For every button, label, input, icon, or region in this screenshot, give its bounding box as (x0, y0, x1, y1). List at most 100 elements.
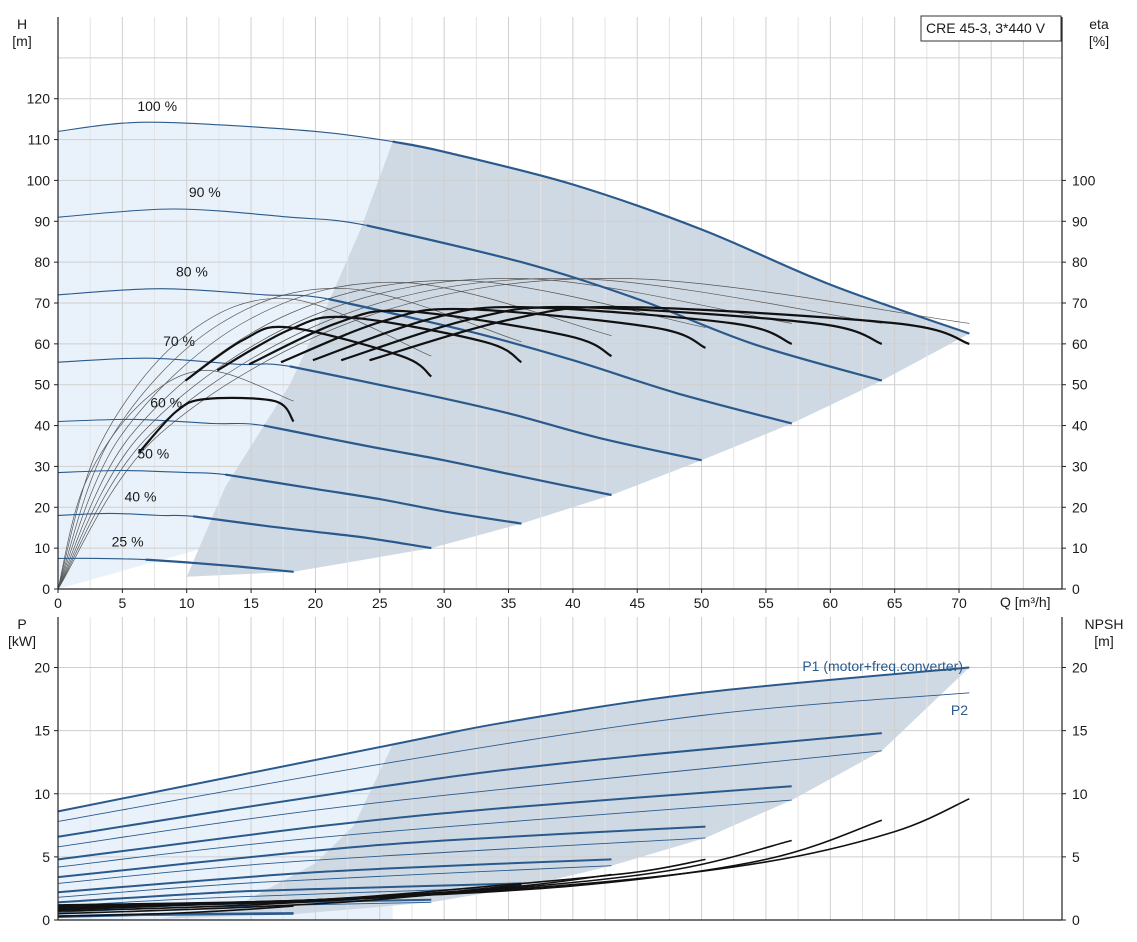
left-tick-label: 15 (34, 723, 50, 739)
eta-thin-curve (57, 278, 970, 590)
p1-series-label: P1 (motor+freq.converter) (802, 658, 963, 674)
right-tick-label: 20 (1072, 660, 1088, 676)
speed-label: 50 % (137, 446, 169, 462)
left-tick-label: 120 (27, 91, 51, 107)
p-axis-unit: [kW] (8, 633, 36, 649)
eta-thin-curve (57, 288, 522, 590)
efficiency-curve (216, 315, 523, 372)
speed-label: 90 % (189, 184, 221, 200)
head-curve (225, 473, 522, 525)
npsh-axis-label: NPSH (1085, 616, 1124, 632)
right-tick-label: 70 (1072, 295, 1088, 311)
x-tick-label: 5 (118, 595, 126, 611)
x-tick-label: 10 (179, 595, 195, 611)
right-tick-label: 0 (1072, 581, 1080, 597)
npsh-curve (57, 883, 522, 912)
head-curve (366, 224, 883, 382)
npsh-axis-unit: [m] (1094, 633, 1113, 649)
right-tick-label: 15 (1072, 723, 1088, 739)
npsh-curve (57, 905, 294, 917)
speed-label: 25 % (112, 533, 144, 549)
right-tick-label: 50 (1072, 377, 1088, 393)
h-axis-unit: [m] (12, 33, 31, 49)
npsh-curve (57, 819, 883, 907)
x-tick-label: 35 (501, 595, 517, 611)
right-tick-label: 30 (1072, 458, 1088, 474)
speed-label: 60 % (150, 394, 182, 410)
left-tick-label: 30 (34, 458, 50, 474)
x-tick-label: 55 (758, 595, 774, 611)
eta-thin-curve (57, 278, 792, 590)
x-tick-label: 25 (372, 595, 388, 611)
left-tick-label: 0 (42, 912, 50, 928)
right-tick-label: 20 (1072, 499, 1088, 515)
right-tick-label: 100 (1072, 172, 1096, 188)
left-tick-label: 0 (42, 581, 50, 597)
right-tick-label: 10 (1072, 786, 1088, 802)
h-axis-label: H (17, 16, 27, 32)
left-tick-label: 20 (34, 499, 50, 515)
left-tick-label: 40 (34, 418, 50, 434)
speed-label: 80 % (176, 264, 208, 280)
eta-thin-curve (57, 280, 706, 590)
left-tick-label: 10 (34, 540, 50, 556)
npsh-curve (57, 894, 432, 915)
head-operating-region (186, 141, 970, 577)
eta-thin-curve (57, 281, 612, 590)
x-tick-label: 65 (887, 595, 903, 611)
speed-label: 40 % (124, 488, 156, 504)
x-tick-label: 0 (54, 595, 62, 611)
eta-axis-unit: [%] (1089, 33, 1109, 49)
right-tick-label: 60 (1072, 336, 1088, 352)
p2-curve (57, 799, 792, 868)
x-tick-label: 60 (823, 595, 839, 611)
right-tick-label: 10 (1072, 540, 1088, 556)
p1-curve (57, 858, 612, 894)
head-curve (193, 515, 432, 550)
efficiency-curve (312, 305, 793, 362)
efficiency-curve (248, 309, 613, 366)
p2-curve (57, 865, 612, 898)
model-label-box (920, 15, 1062, 42)
x-tick-label: 15 (243, 595, 259, 611)
x-tick-label: 30 (436, 595, 452, 611)
p2-curve (57, 913, 294, 918)
q-axis-label: Q [m³/h] (1000, 594, 1051, 610)
power-npsh-chart: 0 5 10 15 20 0 5 10 15 20 P [kW] NPSH [m] P1 (mot… (8, 616, 1123, 928)
speed-label: 70 % (163, 333, 195, 349)
left-tick-label: 80 (34, 254, 50, 270)
p2-curve (57, 692, 970, 822)
left-tick-label: 50 (34, 377, 50, 393)
left-tick-label: 5 (42, 849, 50, 865)
left-tick-label: 60 (34, 336, 50, 352)
p2-curve (57, 750, 882, 848)
x-tick-label: 45 (629, 595, 645, 611)
eta-axis-label: eta (1089, 16, 1109, 32)
head-curve (392, 140, 970, 335)
p1-curve (57, 666, 970, 813)
head-curve (289, 365, 702, 462)
p1-curve (57, 825, 706, 879)
left-tick-label: 100 (27, 172, 51, 188)
efficiency-curve (184, 325, 433, 382)
p2-curve (57, 837, 706, 884)
p1-curve (57, 882, 522, 904)
head-chart-grid (57, 17, 1062, 590)
model-label: CRE 45-3, 3*440 V (926, 20, 1046, 36)
p1-curve (57, 732, 882, 838)
p1-curve (57, 785, 792, 861)
x-tick-label: 70 (951, 595, 967, 611)
efficiency-curve (369, 305, 970, 362)
left-tick-label: 110 (28, 132, 51, 148)
speed-label: 100 % (137, 98, 177, 114)
right-tick-label: 5 (1072, 849, 1080, 865)
power-chart-axes: 0 5 10 15 20 0 5 10 15 20 (34, 617, 1088, 928)
left-tick-label: 20 (34, 660, 50, 676)
head-curve (263, 424, 612, 497)
power-and-npsh-curves (57, 666, 970, 918)
head-efficiency-chart: 100 % 90 % 80 % 70 % 60 % 50 % 40 % 25 % 0 10 20 3… (12, 15, 1109, 611)
x-tick-label: 50 (694, 595, 710, 611)
eta-thin-curve (57, 298, 432, 590)
head-curve (145, 558, 294, 573)
